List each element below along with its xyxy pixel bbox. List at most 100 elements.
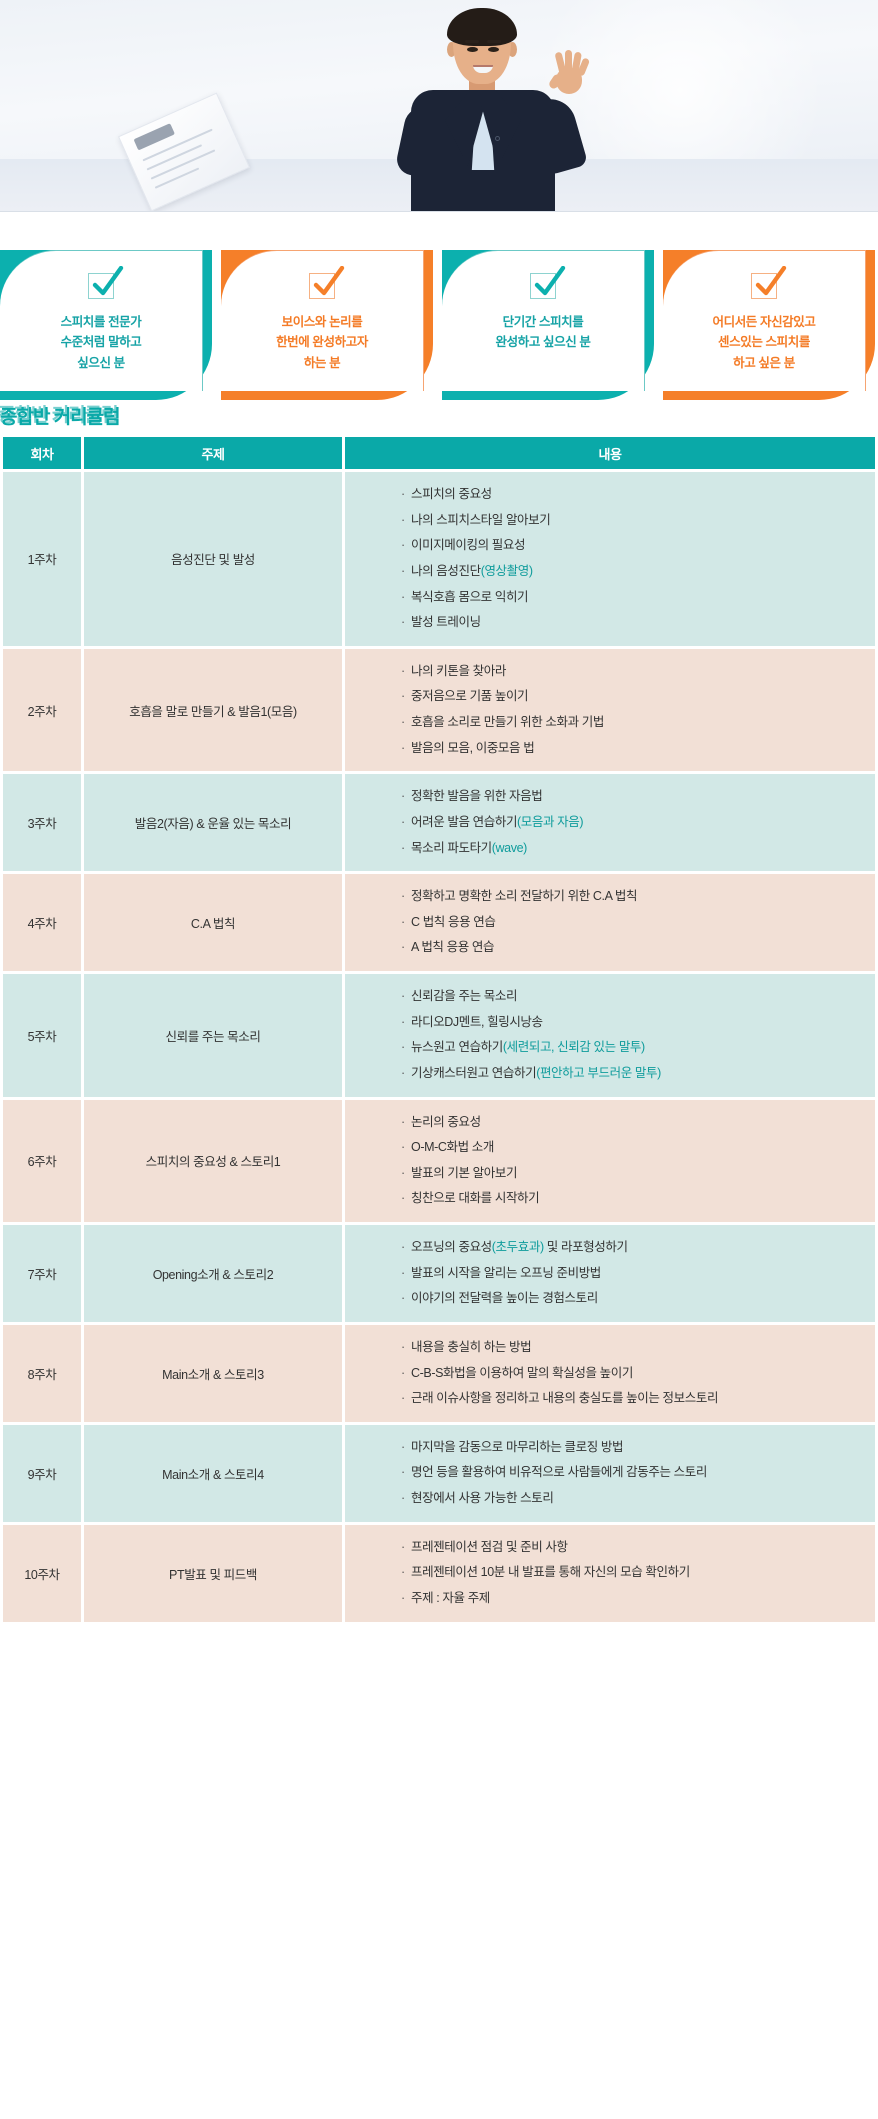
cell-round: 7주차 — [3, 1225, 81, 1322]
cell-content: 내용을 충실히 하는 방법 C-B-S화법을 이용하여 말의 확실성을 높이기근래… — [345, 1324, 875, 1422]
plain-text: 발표의 기본 알아보기 — [411, 1165, 518, 1180]
cell-round: 8주차 — [3, 1324, 81, 1422]
plain-text: 주제 : 자율 주제 — [411, 1590, 490, 1605]
checkbox-frame — [751, 266, 787, 299]
card-face: 스피치를 전문가 수준처럼 말하고 싶으신 분 — [0, 250, 203, 391]
plain-text: 명언 등을 활용하여 비유적으로 사람들에게 감동주는 스토리 — [411, 1465, 707, 1480]
card-text-block: 보이스와 논리를 한번에 완성하고자 하는 분 — [276, 312, 368, 373]
audience-card-1[interactable]: 스피치를 전문가 수준처럼 말하고 싶으신 분 — [0, 250, 212, 400]
course-landing-page: 스피치를 전문가 수준처럼 말하고 싶으신 분 보이스와 논리를 한번에 완성하고자 하는… — [0, 0, 878, 1625]
checkbox-frame — [530, 266, 566, 299]
cell-round: 1주차 — [3, 472, 81, 646]
card-face: 보이스와 논리를 한번에 완성하고자 하는 분 — [221, 250, 424, 391]
cell-topic: 신뢰를 주는 목소리 — [84, 974, 342, 1097]
cell-content: 나의 키톤을 찾아라중저음으로 기품 높이기호흡을 소리로 만들기 위한 소화과… — [345, 648, 875, 772]
plain-text: C 법칙 응용 연습 — [411, 914, 496, 929]
check-mark-icon — [534, 266, 566, 296]
list-item: 신뢰감을 주는 목소리 — [401, 984, 875, 1010]
cell-content: 프레젠테이션 점검 및 준비 사항프레젠테이션 10분 내 발표를 통해 자신의… — [345, 1524, 875, 1622]
presenter-raised-hand — [547, 50, 591, 94]
plain-text: C-B-S화법을 이용하여 말의 확실성을 높이기 — [411, 1365, 633, 1380]
content-list: 논리의 중요성 O-M-C화법 소개발표의 기본 알아보기칭찬으로 대화를 시작하… — [401, 1110, 875, 1213]
plain-text: 나의 스피치스타일 알아보기 — [411, 512, 551, 527]
plain-text: 근래 이슈사항을 정리하고 내용의 충실도를 높이는 정보스토리 — [411, 1391, 719, 1406]
card-text-line: 완성하고 싶으신 분 — [495, 335, 591, 350]
cell-content: 논리의 중요성 O-M-C화법 소개발표의 기본 알아보기칭찬으로 대화를 시작하… — [345, 1099, 875, 1222]
list-item: 정확하고 명확한 소리 전달하기 위한 C.A 법칙 — [401, 884, 875, 910]
cell-content: 정확한 발음을 위한 자음법어려운 발음 연습하기(모음과 자음)목소리 파도타… — [345, 774, 875, 872]
card-text-line: 수준처럼 말하고 — [60, 335, 142, 350]
plain-text: O-M-C화법 소개 — [411, 1140, 494, 1155]
plain-text: 프레젠테이션 10분 내 발표를 통해 자신의 모습 확인하기 — [411, 1565, 690, 1580]
plain-text: 현장에서 사용 가능한 스토리 — [411, 1491, 554, 1505]
content-list: 마지막을 감동으로 마무리하는 클로징 방법명언 등을 활용하여 비유적으로 사… — [401, 1435, 875, 1512]
card-text-line: 싶으신 분 — [77, 355, 125, 370]
cell-topic: Main소개 & 스토리3 — [84, 1324, 342, 1422]
plain-text: A 법칙 응용 연습 — [411, 940, 495, 955]
highlighted-text: (편안하고 부드러운 말투) — [536, 1065, 661, 1080]
list-item: 이야기의 전달력을 높이는 경험스토리 — [401, 1286, 875, 1312]
content-list: 오프닝의 중요성(초두효과) 및 라포형성하기발표의 시작을 알리는 오프닝 준… — [401, 1235, 875, 1312]
column-header-topic: 주제 — [84, 437, 342, 469]
cell-topic: 음성진단 및 발성 — [84, 472, 342, 646]
plain-text: 발표의 시작을 알리는 오프닝 준비방법 — [411, 1265, 601, 1280]
plain-text: 오프닝의 중요성 — [411, 1240, 492, 1254]
checkbox-frame — [309, 266, 345, 299]
presenter-figure — [383, 6, 591, 211]
presenter-ear-right — [508, 42, 517, 57]
cell-round: 9주차 — [3, 1424, 81, 1522]
list-item: 목소리 파도타기(wave) — [401, 836, 875, 862]
cell-topic: C.A 법칙 — [84, 874, 342, 971]
page-title-ghost-layer: 종합반 커리큘럼 — [0, 405, 119, 426]
card-text-line: 단기간 스피치를 — [502, 315, 584, 329]
card-text-line: 센스있는 스피치를 — [718, 335, 810, 350]
cell-content: 마지막을 감동으로 마무리하는 클로징 방법명언 등을 활용하여 비유적으로 사… — [345, 1424, 875, 1522]
cell-content: 오프닝의 중요성(초두효과) 및 라포형성하기발표의 시작을 알리는 오프닝 준… — [345, 1225, 875, 1322]
highlighted-text: (초두효과) — [491, 1240, 544, 1254]
list-item: 근래 이슈사항을 정리하고 내용의 충실도를 높이는 정보스토리 — [401, 1386, 875, 1412]
list-item: 명언 등을 활용하여 비유적으로 사람들에게 감동주는 스토리 — [401, 1460, 875, 1486]
list-item: 뉴스원고 연습하기(세련되고, 신뢰감 있는 말투) — [401, 1035, 875, 1061]
list-item: 기상캐스터원고 연습하기(편안하고 부드러운 말투) — [401, 1061, 875, 1087]
audience-card-4[interactable]: 어디서든 자신감있고 센스있는 스피치를 하고 싶은 분 — [663, 250, 875, 400]
highlighted-text: (세련되고, 신뢰감 있는 말투) — [502, 1040, 645, 1055]
list-item: 프레젠테이션 10분 내 발표를 통해 자신의 모습 확인하기 — [401, 1560, 875, 1586]
check-mark-icon — [313, 266, 345, 296]
list-item: C-B-S화법을 이용하여 말의 확실성을 높이기 — [401, 1361, 875, 1387]
content-list: 스피치의 중요성나의 스피치스타일 알아보기이미지메이킹의 필요성나의 음성진단… — [401, 482, 875, 636]
plain-text: 프레젠테이션 점검 및 준비 사항 — [411, 1539, 568, 1554]
card-text-block: 스피치를 전문가 수준처럼 말하고 싶으신 분 — [61, 312, 142, 373]
card-text-line: 보이스와 논리를 — [281, 315, 363, 329]
plain-text: 라디오DJ멘트, 힐링시낭송 — [411, 1014, 543, 1029]
list-item: A 법칙 응용 연습 — [401, 935, 875, 961]
plain-text: 정확한 발음을 위한 자음법 — [411, 789, 543, 804]
audience-card-2[interactable]: 보이스와 논리를 한번에 완성하고자 하는 분 — [221, 250, 433, 400]
cell-topic: 스피치의 중요성 & 스토리1 — [84, 1099, 342, 1222]
content-list: 나의 키톤을 찾아라중저음으로 기품 높이기호흡을 소리로 만들기 위한 소화과… — [401, 659, 875, 762]
plain-text: 뉴스원고 연습하기 — [411, 1040, 503, 1055]
check-mark-icon — [92, 266, 124, 296]
plain-text: 발성 트레이닝 — [411, 615, 481, 630]
list-item: 칭찬으로 대화를 시작하기 — [401, 1186, 875, 1212]
page-title-text: 종합반 커리큘럼 — [0, 407, 121, 428]
highlighted-text: (wave) — [491, 840, 528, 855]
list-item: 발표의 시작을 알리는 오프닝 준비방법 — [401, 1261, 875, 1287]
section-title-zone: 종합반 커리큘럼 종합반 커리큘럼 — [0, 400, 878, 434]
list-item: 발성 트레이닝 — [401, 610, 875, 636]
list-item: 나의 키톤을 찾아라 — [401, 659, 875, 685]
presenter-eyebrow-right — [487, 40, 501, 43]
table-header-row: 회차 주제 내용 — [3, 437, 875, 469]
list-item: C 법칙 응용 연습 — [401, 910, 875, 936]
card-text-line: 하는 분 — [303, 355, 341, 370]
presenter-hair — [447, 8, 517, 46]
list-item: 나의 스피치스타일 알아보기 — [401, 508, 875, 534]
plain-text: 목소리 파도타기 — [411, 840, 492, 855]
